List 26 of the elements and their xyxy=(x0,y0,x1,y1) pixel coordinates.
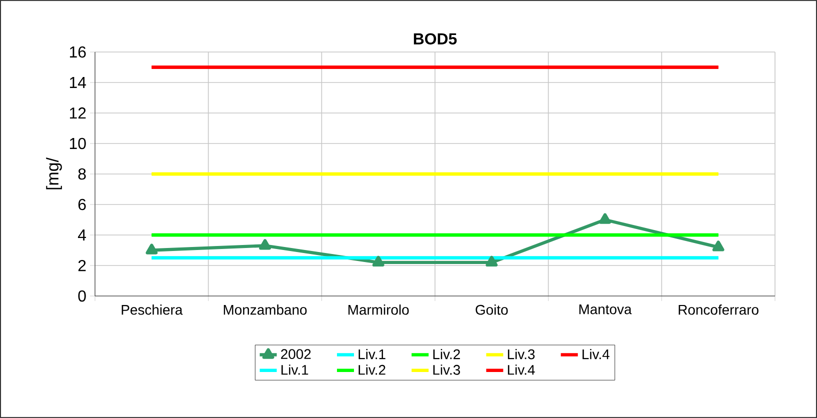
x-tick-label: Roncoferraro xyxy=(678,304,758,315)
y-tick-label: 2 xyxy=(78,260,86,272)
x-tick-label: Mantova xyxy=(579,304,632,314)
x-tick-label: Peschiera xyxy=(122,304,183,315)
y-tick-label: 12 xyxy=(70,107,86,119)
legend-label: Liv.1 xyxy=(358,348,386,360)
legend-label: Liv.4 xyxy=(508,364,535,375)
legend-label: 2002 xyxy=(281,349,311,360)
legend-label: Liv.3 xyxy=(508,348,535,360)
y-tick-label: 4 xyxy=(78,230,86,240)
x-tick-label: Marmirolo xyxy=(348,304,409,315)
legend-label: Liv.4 xyxy=(582,348,610,360)
legend-label: Liv.1 xyxy=(281,364,308,375)
y-tick-label: 16 xyxy=(70,46,86,58)
x-tick-label: Goito xyxy=(476,304,508,315)
y-axis-title: [mg/ xyxy=(46,158,62,190)
legend-label: Liv.2 xyxy=(358,364,386,375)
legend-label: Liv.3 xyxy=(433,364,460,375)
y-tick-label: 0 xyxy=(78,290,86,302)
y-tick-label: 10 xyxy=(70,138,86,150)
y-tick-label: 8 xyxy=(78,168,86,180)
y-tick-label: 14 xyxy=(70,77,86,88)
y-tick-label: 6 xyxy=(78,198,86,210)
chart-title: BOD5 xyxy=(414,33,457,44)
x-tick-label: Monzambano xyxy=(224,304,307,315)
legend-label: Liv.2 xyxy=(433,348,460,360)
